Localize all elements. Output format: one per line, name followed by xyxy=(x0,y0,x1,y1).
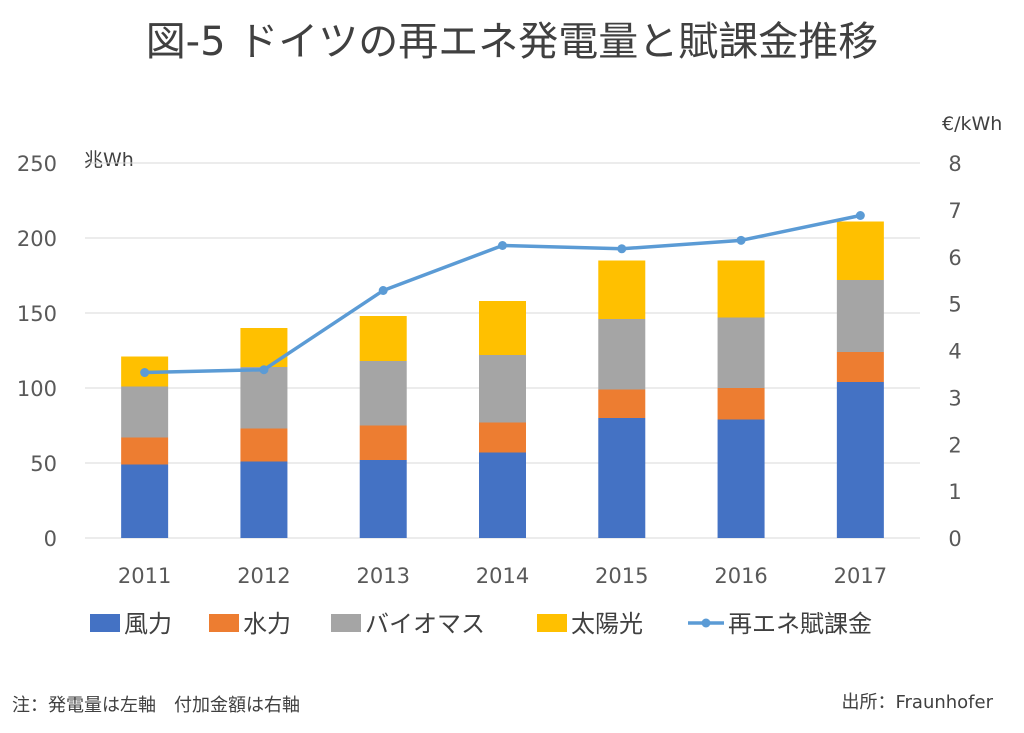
bar-segment xyxy=(598,319,646,390)
left-tick-label: 100 xyxy=(17,377,57,401)
bar-segment xyxy=(359,361,407,426)
right-tick-label: 2 xyxy=(948,433,961,457)
subsidy-point xyxy=(140,368,150,378)
left-tick-label: 250 xyxy=(17,152,57,176)
right-tick-label: 0 xyxy=(948,527,961,551)
bar-segment xyxy=(240,367,288,429)
legend-label: 太陽光 xyxy=(571,610,643,638)
x-tick-label: 2015 xyxy=(595,564,648,588)
legend-swatch xyxy=(537,614,567,632)
right-tick-label: 6 xyxy=(948,246,961,270)
bar-segment xyxy=(836,382,884,538)
x-tick-label: 2012 xyxy=(237,564,290,588)
bar-segment xyxy=(479,452,526,538)
subsidy-line xyxy=(140,211,865,378)
left-axis-unit: 兆Wh xyxy=(84,149,134,171)
legend-label: 水力 xyxy=(243,610,291,638)
x-axis-ticks: 2011 2012 2013 2014 2015 2016 2017 xyxy=(118,564,887,588)
right-tick-label: 5 xyxy=(948,293,961,317)
bars xyxy=(121,221,884,538)
bar-segment xyxy=(479,422,526,453)
bar-segment xyxy=(836,352,884,382)
bar-segment xyxy=(717,388,765,420)
legend-swatch xyxy=(90,614,120,632)
footnote-left: 注：発電量は左軸 付加金額は右軸 xyxy=(12,695,300,716)
left-tick-label: 200 xyxy=(17,227,57,251)
left-tick-label: 150 xyxy=(17,302,57,326)
bar-segment xyxy=(598,418,646,538)
left-tick-label: 0 xyxy=(44,527,57,551)
legend-label: 再エネ賦課金 xyxy=(728,610,872,638)
right-tick-label: 8 xyxy=(948,152,961,176)
subsidy-point xyxy=(259,365,269,375)
bar-segment xyxy=(359,425,407,460)
subsidy-point xyxy=(378,286,388,295)
bar-segment xyxy=(717,260,765,318)
bar-segment xyxy=(836,280,884,352)
legend: 風力 水力 バイオマス 太陽光 再エネ賦課金 xyxy=(90,610,872,638)
right-tick-label: 4 xyxy=(948,340,961,364)
bar-segment xyxy=(240,461,288,538)
right-axis-ticks: 0 1 2 3 4 5 6 7 8 xyxy=(948,152,961,551)
bar-segment xyxy=(479,301,526,355)
bar-segment xyxy=(717,317,765,388)
right-tick-label: 1 xyxy=(948,480,961,504)
legend-line-marker xyxy=(701,618,711,628)
right-tick-label: 7 xyxy=(948,199,961,223)
bar-segment xyxy=(121,386,169,438)
left-tick-label: 50 xyxy=(30,452,57,476)
x-tick-label: 2011 xyxy=(118,564,171,588)
bar-segment xyxy=(598,389,646,418)
bar-segment xyxy=(359,460,407,538)
x-tick-label: 2017 xyxy=(834,564,887,588)
bar-segment xyxy=(598,260,646,319)
bar-segment xyxy=(240,328,288,367)
subsidy-point xyxy=(617,244,627,254)
footnote-right: 出所：Fraunhofer xyxy=(841,692,993,713)
bar-segment xyxy=(121,437,169,465)
x-tick-label: 2016 xyxy=(714,564,767,588)
x-tick-label: 2014 xyxy=(476,564,529,588)
chart-title: 図-5 ドイツの再エネ発電量と賦課金推移 xyxy=(146,19,879,65)
x-tick-label: 2013 xyxy=(356,564,409,588)
subsidy-point xyxy=(498,241,507,250)
legend-label: 風力 xyxy=(124,610,172,638)
bar-segment xyxy=(836,221,884,280)
bar-segment xyxy=(717,419,765,538)
left-axis-ticks: 0 50 100 150 200 250 xyxy=(17,152,57,551)
subsidy-point xyxy=(855,211,865,220)
legend-swatch xyxy=(209,614,239,632)
subsidy-point xyxy=(736,235,746,245)
bar-segment xyxy=(121,464,169,538)
bar-segment xyxy=(240,428,288,462)
bar-segment xyxy=(359,316,407,361)
right-axis-unit: €/kWh xyxy=(942,113,1002,135)
legend-label: バイオマス xyxy=(365,610,485,638)
legend-swatch xyxy=(331,614,361,632)
right-tick-label: 3 xyxy=(948,386,961,410)
bar-segment xyxy=(479,355,526,423)
